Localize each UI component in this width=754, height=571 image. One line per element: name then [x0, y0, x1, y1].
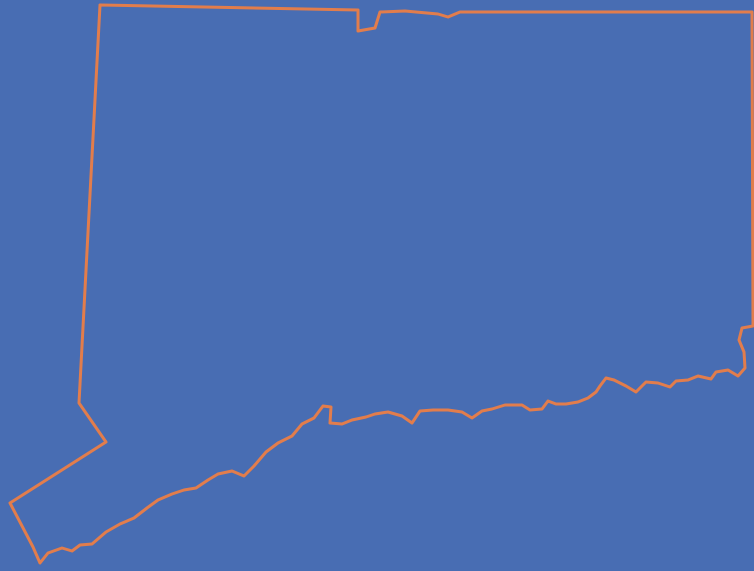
state-outline — [8, 3, 754, 565]
